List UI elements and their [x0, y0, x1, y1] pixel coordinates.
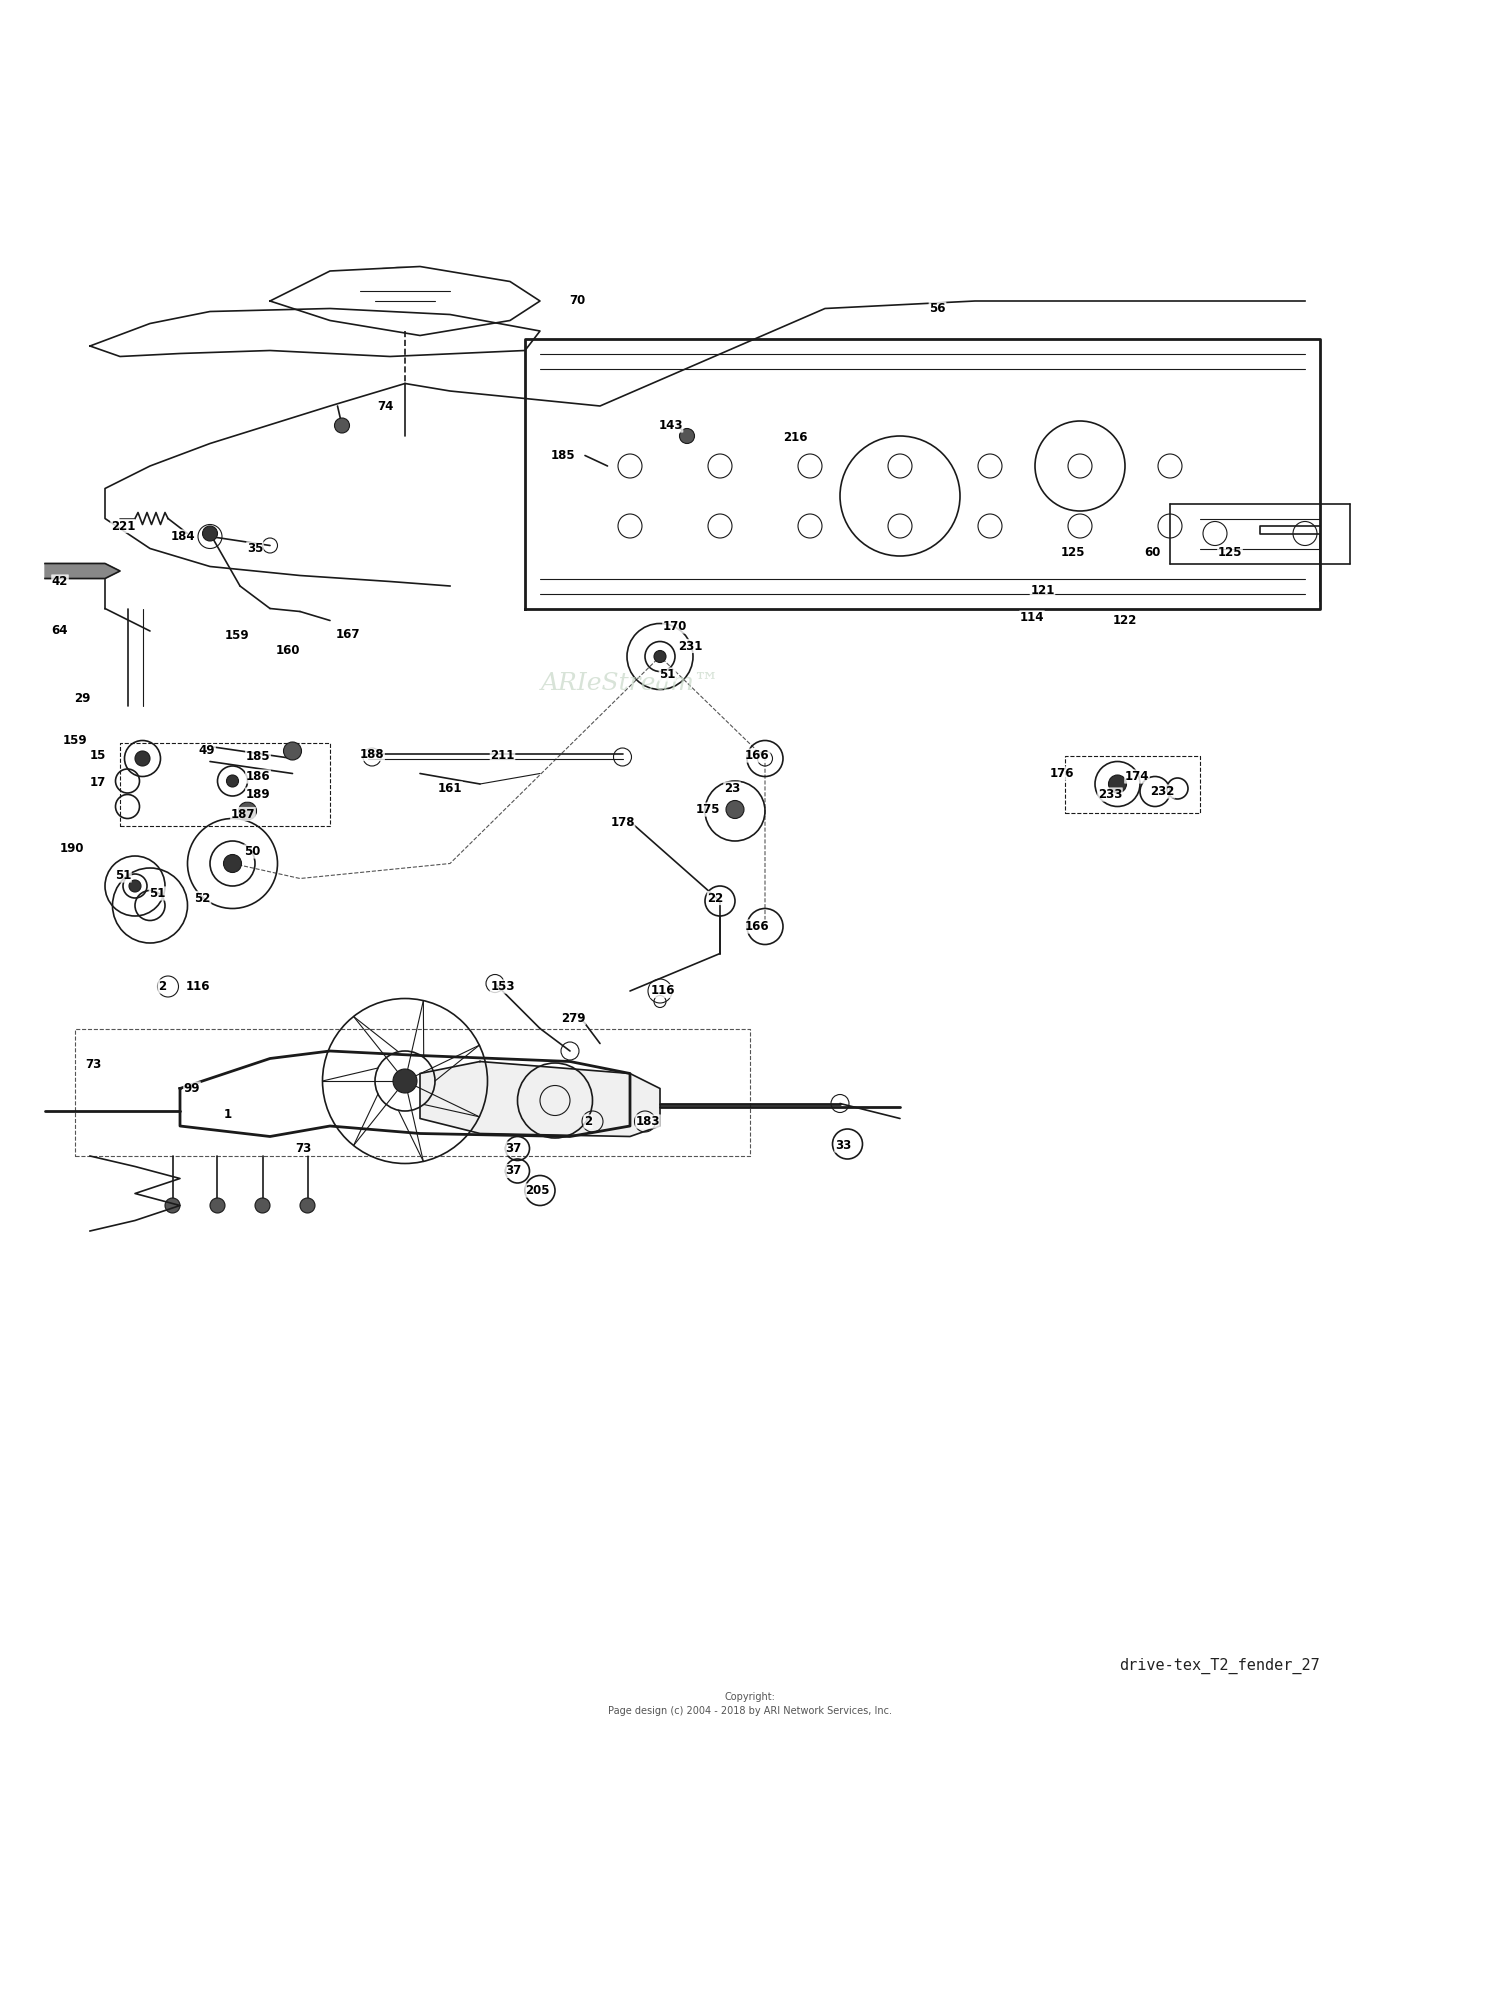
Text: ARIeStream™: ARIeStream™	[540, 673, 720, 695]
Text: 60: 60	[1144, 547, 1160, 559]
Circle shape	[226, 775, 238, 787]
Text: 170: 170	[663, 619, 687, 633]
Circle shape	[284, 743, 302, 761]
Text: 74: 74	[378, 399, 393, 413]
Text: 51: 51	[150, 887, 165, 901]
Text: 116: 116	[651, 985, 675, 997]
Text: 187: 187	[231, 807, 255, 821]
Circle shape	[1108, 775, 1126, 793]
Text: 159: 159	[63, 735, 87, 747]
Circle shape	[300, 1198, 315, 1212]
Text: 176: 176	[1050, 767, 1074, 781]
Circle shape	[224, 855, 242, 873]
Text: 143: 143	[658, 419, 682, 431]
Circle shape	[129, 881, 141, 893]
Circle shape	[680, 429, 694, 443]
Text: 49: 49	[198, 745, 216, 757]
Text: 1: 1	[224, 1108, 232, 1120]
Text: 99: 99	[183, 1082, 201, 1094]
Text: 42: 42	[53, 575, 68, 587]
Text: 17: 17	[90, 777, 105, 789]
Text: 2: 2	[584, 1114, 592, 1128]
Text: drive-tex_T2_fender_27: drive-tex_T2_fender_27	[1119, 1658, 1320, 1673]
Text: 166: 166	[746, 921, 770, 933]
Text: Copyright:
Page design (c) 2004 - 2018 by ARI Network Services, Inc.: Copyright: Page design (c) 2004 - 2018 b…	[608, 1691, 892, 1715]
Text: 52: 52	[195, 891, 210, 905]
Text: 279: 279	[561, 1012, 585, 1024]
Polygon shape	[45, 563, 120, 579]
Text: 37: 37	[506, 1142, 520, 1154]
Text: 153: 153	[490, 981, 514, 993]
Circle shape	[393, 1068, 417, 1092]
Text: 73: 73	[296, 1142, 310, 1154]
Text: 190: 190	[60, 843, 84, 855]
Text: 125: 125	[1218, 547, 1242, 559]
Circle shape	[654, 651, 666, 663]
Text: 37: 37	[506, 1164, 520, 1178]
Text: 231: 231	[678, 639, 702, 653]
Polygon shape	[180, 1050, 630, 1136]
Text: 221: 221	[111, 519, 135, 533]
Text: 216: 216	[783, 431, 807, 443]
Circle shape	[255, 1198, 270, 1212]
Text: 29: 29	[75, 693, 90, 705]
Circle shape	[202, 525, 217, 541]
Text: 185: 185	[550, 449, 574, 461]
Text: 233: 233	[1098, 789, 1122, 801]
Circle shape	[334, 417, 350, 433]
Text: 64: 64	[51, 625, 69, 637]
Text: 70: 70	[570, 294, 585, 308]
Circle shape	[726, 801, 744, 819]
Text: 23: 23	[724, 783, 740, 795]
Text: 15: 15	[90, 749, 105, 763]
Text: 56: 56	[928, 302, 945, 316]
Text: 2: 2	[158, 981, 166, 993]
Text: 114: 114	[1020, 611, 1044, 623]
Circle shape	[210, 1198, 225, 1212]
Text: 116: 116	[186, 981, 210, 993]
Text: 211: 211	[490, 749, 514, 763]
Text: 122: 122	[1113, 613, 1137, 627]
Polygon shape	[420, 1062, 660, 1136]
Text: 185: 185	[246, 751, 270, 763]
Text: 189: 189	[246, 789, 270, 801]
Text: 35: 35	[248, 541, 262, 555]
Text: 167: 167	[336, 627, 360, 641]
Text: 161: 161	[438, 783, 462, 795]
Text: 22: 22	[708, 891, 723, 905]
Text: 174: 174	[1125, 771, 1149, 783]
Text: 175: 175	[696, 803, 720, 817]
Text: 33: 33	[836, 1138, 850, 1152]
Text: 232: 232	[1150, 785, 1174, 799]
Text: 121: 121	[1030, 583, 1054, 597]
Text: 50: 50	[244, 845, 260, 859]
Circle shape	[165, 1198, 180, 1212]
Text: 178: 178	[610, 817, 634, 829]
Text: 160: 160	[276, 643, 300, 657]
Text: 51: 51	[660, 669, 675, 681]
Text: 125: 125	[1060, 547, 1084, 559]
Text: 186: 186	[246, 771, 270, 783]
Text: 188: 188	[360, 747, 384, 761]
Text: 184: 184	[171, 529, 195, 543]
Circle shape	[238, 803, 256, 821]
Circle shape	[135, 751, 150, 767]
Text: 166: 166	[746, 749, 770, 763]
Text: 73: 73	[86, 1058, 100, 1070]
Text: 205: 205	[525, 1184, 549, 1196]
Text: 51: 51	[116, 869, 130, 883]
Polygon shape	[90, 308, 540, 357]
Polygon shape	[270, 266, 540, 335]
Text: 183: 183	[636, 1114, 660, 1128]
Text: 159: 159	[225, 629, 249, 641]
